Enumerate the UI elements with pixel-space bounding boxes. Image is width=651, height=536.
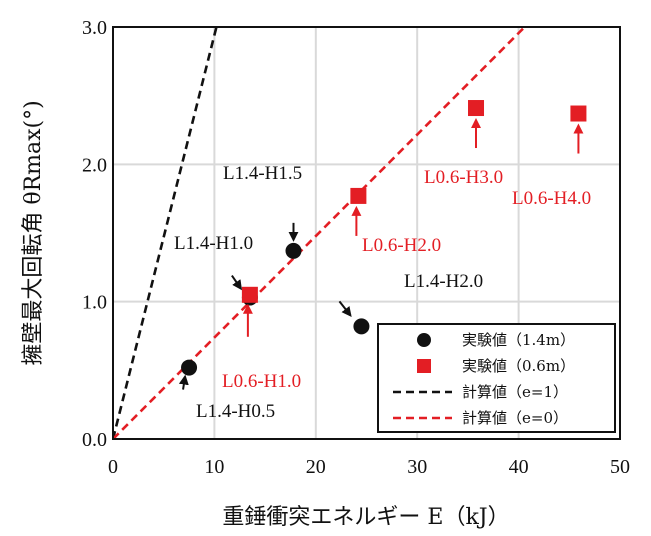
annotation-label: L0.6-H2.0 <box>362 235 441 256</box>
grid <box>113 27 620 439</box>
x-tick-label: 10 <box>204 456 224 478</box>
data-points <box>181 100 587 376</box>
annotation-label: L0.6-H4.0 <box>512 188 591 209</box>
data-point-square <box>241 286 258 303</box>
annotation-label: L1.4-H0.5 <box>196 401 275 422</box>
data-point-square <box>570 105 587 122</box>
annotation-arrow <box>231 274 243 291</box>
annotation-label: L1.4-H1.0 <box>174 233 253 254</box>
x-tick-label: 30 <box>407 456 427 478</box>
annotation-arrow <box>178 374 189 390</box>
annotation-arrow <box>338 300 352 317</box>
plot-frame <box>112 26 621 440</box>
y-axis-title: 擁壁最大回転角 θRmax(°) <box>21 100 46 365</box>
x-axis-title: 重錘衝突エネルギー E（kJ） <box>222 505 509 530</box>
legend-items: 実験値（1.4m） 実験値（0.6m） 計算値（e=1） 計算値（e=0） <box>393 331 575 427</box>
legend-swatch-circle <box>417 333 431 347</box>
y-tick-label: 0.0 <box>82 429 107 451</box>
x-tick-label: 20 <box>306 456 326 478</box>
data-point-circle <box>353 318 370 335</box>
legend-label: 実験値（0.6m） <box>462 357 575 375</box>
legend-swatch-square <box>417 359 431 373</box>
annotation-label: L0.6-H1.0 <box>222 371 301 392</box>
legend-label: 計算値（e=1） <box>462 383 568 401</box>
annotations: L1.4-H0.5 L1.4-H1.0 L1.4-H1.5 L1.4-H2.0 L0.6… <box>174 118 591 422</box>
data-point-circle <box>285 242 302 259</box>
legend-label: 計算値（e=0） <box>462 409 568 427</box>
data-point-circle <box>181 359 198 376</box>
y-tick-label: 3.0 <box>82 17 107 39</box>
tick-labels: 0 10 20 30 40 50 0.0 1.0 2.0 3.0 <box>82 17 630 478</box>
x-tick-label: 50 <box>610 456 630 478</box>
legend: 実験値（1.4m） 実験値（0.6m） 計算値（e=1） 計算値（e=0） <box>377 323 616 433</box>
x-tick-label: 0 <box>108 456 118 478</box>
data-point-square <box>468 100 485 117</box>
annotation-label: L1.4-H2.0 <box>404 271 483 292</box>
annotation-label: L1.4-H1.5 <box>223 163 302 184</box>
annotation-label: L0.6-H3.0 <box>424 167 503 188</box>
x-tick-label: 40 <box>509 456 529 478</box>
legend-label: 実験値（1.4m） <box>462 331 575 349</box>
series-line-2 <box>113 27 218 439</box>
y-tick-label: 2.0 <box>82 154 107 176</box>
y-tick-label: 1.0 <box>82 292 107 314</box>
data-point-square <box>350 187 367 204</box>
